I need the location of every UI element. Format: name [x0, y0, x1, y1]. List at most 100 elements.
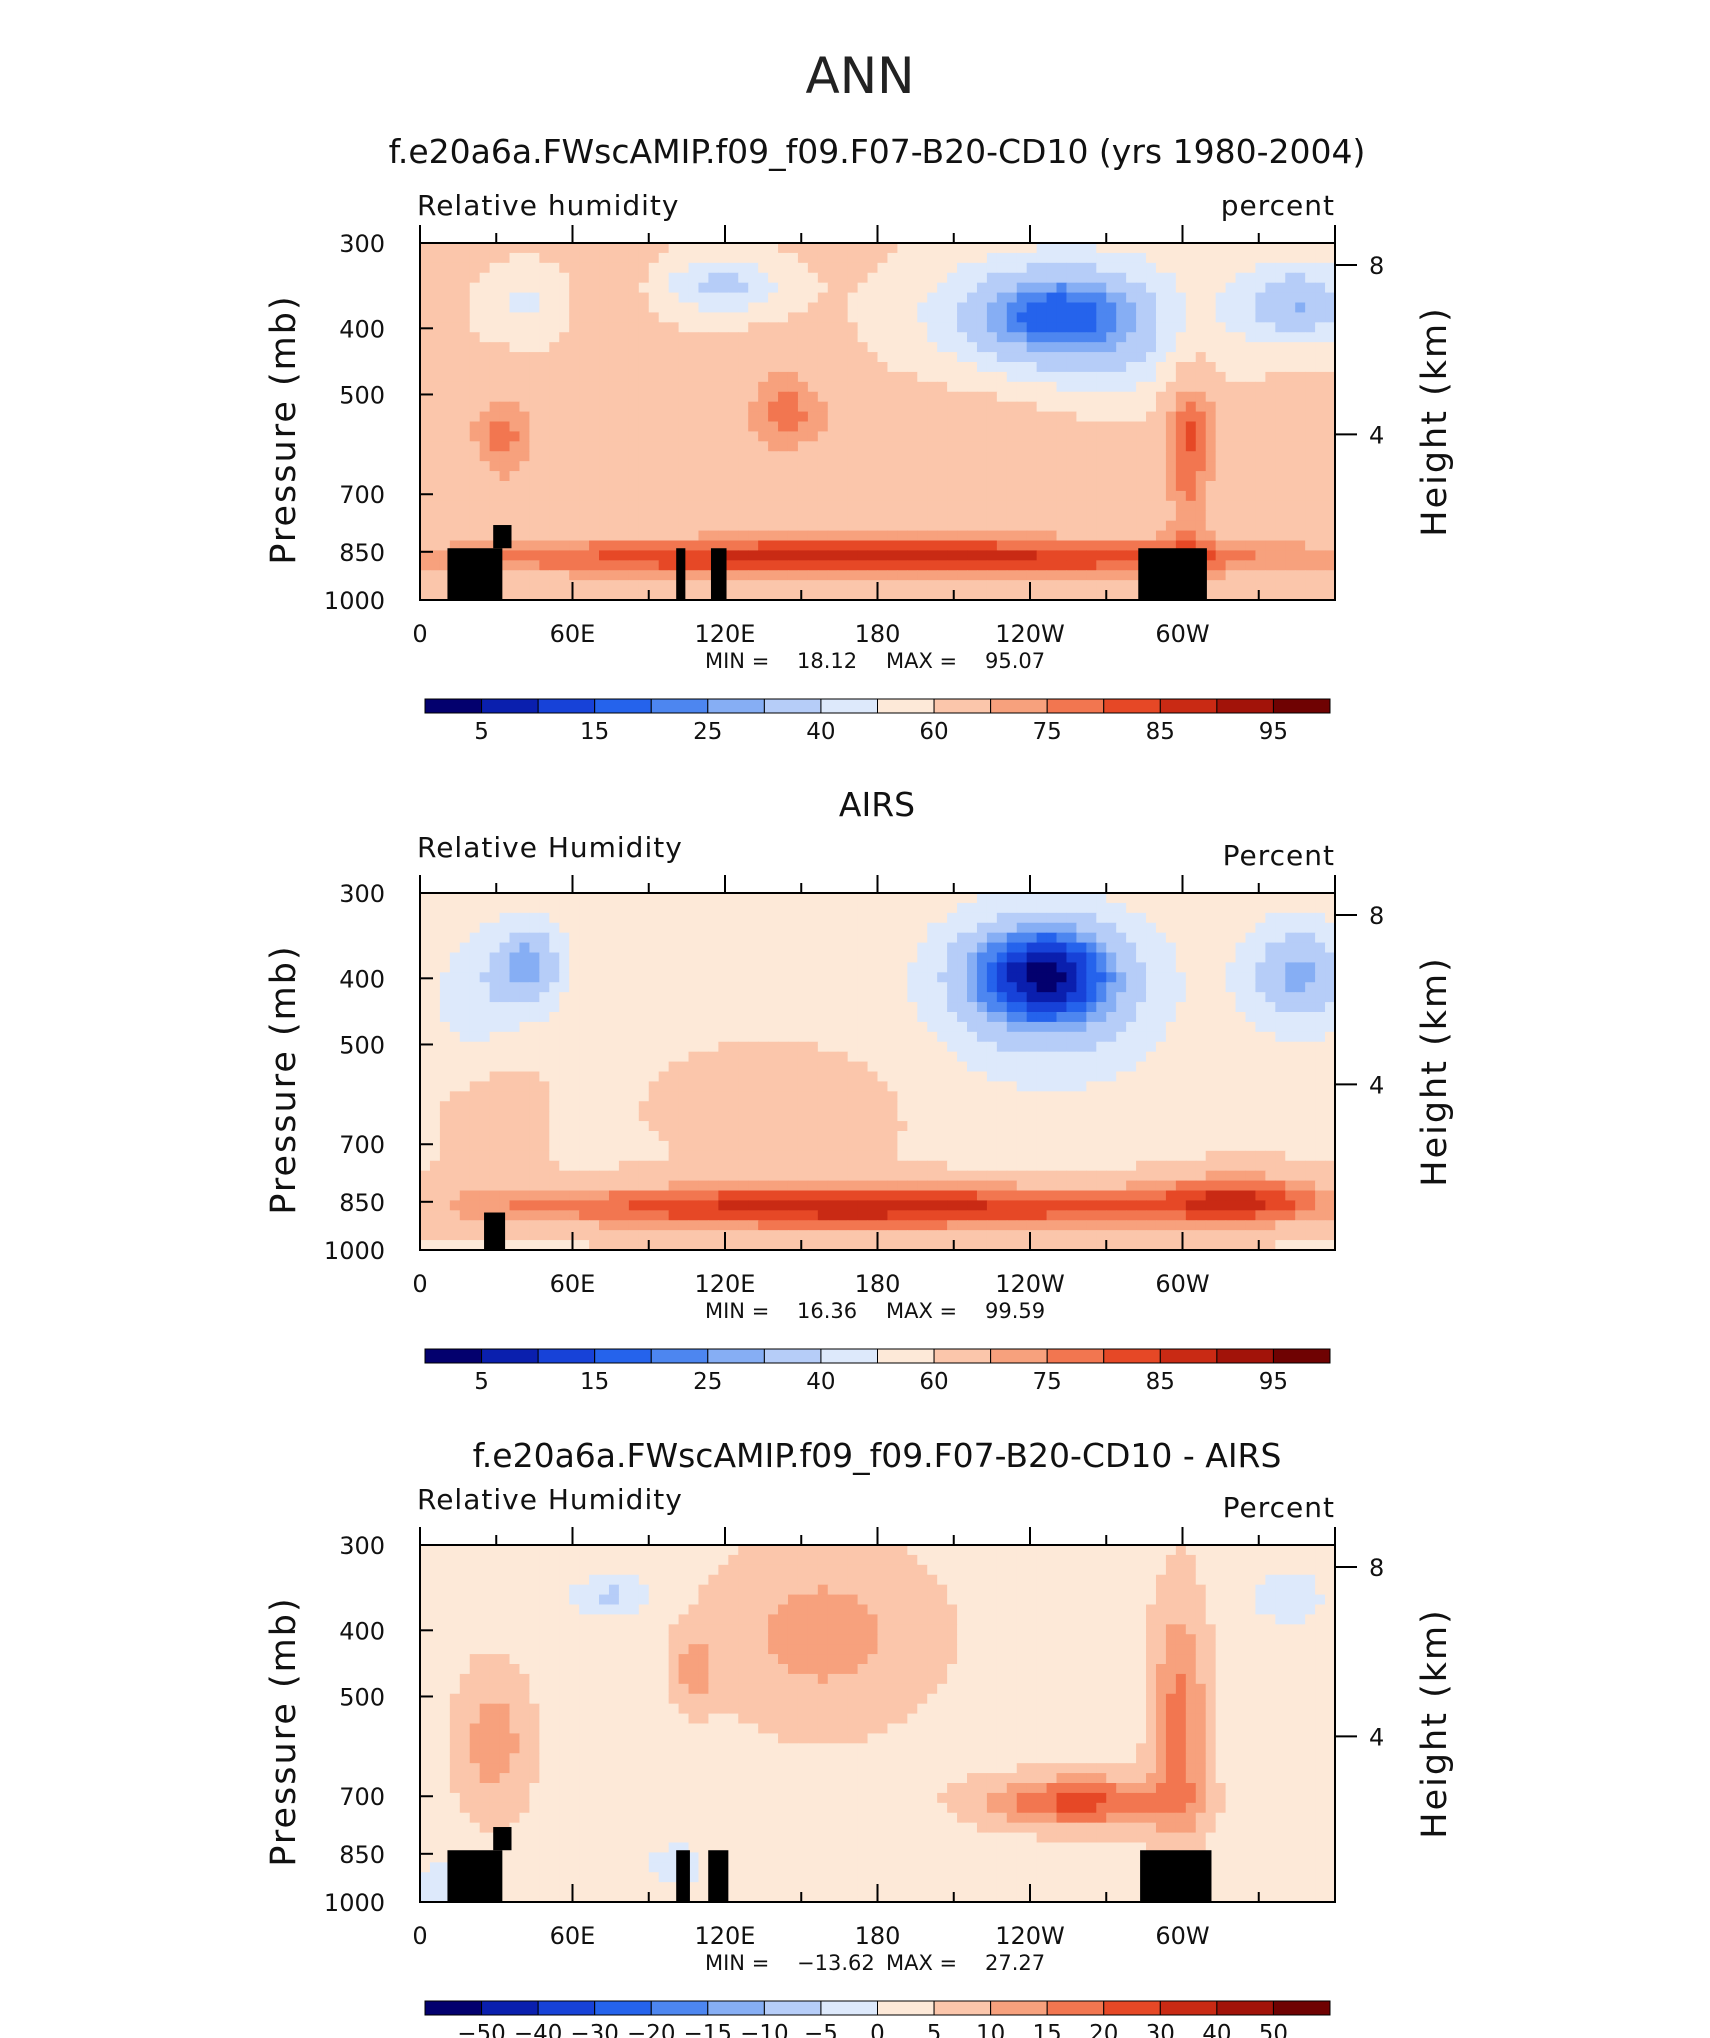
heatmap-cell: [837, 322, 849, 333]
heatmap-cell: [1046, 1021, 1058, 1033]
heatmap-cell: [599, 1061, 610, 1073]
heatmap-cell: [758, 322, 769, 333]
heatmap-cell: [599, 590, 610, 601]
heatmap-cell: [1056, 893, 1068, 904]
heatmap-cell: [1036, 932, 1048, 944]
heatmap-cell: [608, 431, 620, 442]
heatmap-cell: [1285, 1051, 1296, 1063]
heatmap-cell: [1205, 932, 1217, 944]
heatmap-cell: [1106, 570, 1117, 581]
heatmap-cell: [1195, 490, 1207, 502]
heatmap-cell: [797, 401, 809, 413]
heatmap-cell: [1315, 322, 1326, 333]
heatmap-cell: [947, 922, 958, 934]
heatmap-cell: [608, 302, 620, 314]
heatmap-cell: [758, 962, 769, 973]
heatmap-cell: [519, 362, 531, 373]
heatmap-cell: [658, 262, 670, 274]
heatmap-cell: [1285, 411, 1296, 423]
heatmap-cell: [509, 912, 521, 924]
heatmap-cell: [897, 312, 908, 323]
heatmap-cell: [996, 481, 1008, 492]
heatmap-cell: [957, 570, 968, 581]
heatmap-cell: [509, 952, 521, 964]
heatmap-cell: [1026, 471, 1038, 482]
heatmap-cell: [420, 342, 431, 353]
heatmap-cell: [927, 893, 938, 904]
heatmap-cell: [728, 421, 739, 433]
heatmap-cell: [1205, 942, 1217, 954]
heatmap-cell: [1056, 570, 1068, 581]
heatmap-cell: [1295, 1041, 1306, 1053]
heatmap-cell: [867, 590, 879, 601]
heatmap-cell: [1215, 1002, 1227, 1013]
heatmap-cell: [1016, 490, 1028, 502]
heatmap-cell: [658, 302, 670, 314]
heatmap-cell: [708, 1002, 719, 1013]
heatmap-cell: [986, 500, 998, 512]
heatmap-cell: [957, 471, 968, 482]
heatmap-cell: [628, 1051, 640, 1063]
heatmap-cell: [1116, 952, 1127, 964]
heatmap-cell: [1006, 411, 1018, 423]
heatmap-cell: [907, 302, 918, 314]
heatmap-cell: [678, 471, 690, 482]
heatmap-cell: [1016, 952, 1028, 964]
heatmap-cell: [937, 490, 948, 502]
heatmap-cell: [618, 451, 630, 462]
heatmap-cell: [728, 332, 739, 343]
heatmap-cell: [698, 952, 710, 964]
heatmap-cell: [837, 1002, 849, 1013]
heatmap-cell: [1016, 570, 1028, 581]
stats-min-label: MIN =: [705, 649, 769, 673]
heatmap-cell: [579, 451, 590, 462]
heatmap-cell: [897, 381, 908, 393]
heatmap-cell: [469, 243, 481, 254]
heatmap-cell: [897, 982, 908, 993]
heatmap-cell: [668, 902, 680, 914]
heatmap-cell: [479, 371, 491, 383]
heatmap-cell: [996, 520, 1008, 532]
heatmap-cell: [887, 451, 898, 462]
heatmap-cell: [608, 580, 620, 591]
heatmap-cell: [1195, 500, 1207, 512]
heatmap-cell: [1185, 312, 1197, 323]
heatmap-cell: [937, 560, 948, 571]
heatmap-cell: [1056, 431, 1068, 442]
heatmap-cell: [1185, 471, 1197, 482]
heatmap-cell: [748, 421, 759, 433]
heatmap-cell: [817, 481, 829, 492]
heatmap-cell: [778, 411, 789, 423]
heatmap-cell: [1046, 292, 1058, 304]
heatmap-cell: [976, 272, 988, 284]
heatmap-cell: [787, 992, 799, 1003]
heatmap-cell: [489, 381, 501, 393]
heatmap-cell: [1016, 282, 1028, 294]
heatmap-cell: [459, 362, 471, 373]
heatmap-cell: [837, 520, 849, 532]
heatmap-cell: [529, 461, 540, 472]
heatmap-cell: [499, 312, 511, 323]
heatmap-cell: [887, 1012, 898, 1023]
heatmap-cell: [1215, 292, 1227, 304]
heatmap-cell: [579, 421, 590, 433]
heatmap-cell: [807, 1002, 819, 1013]
heatmap-cell: [1096, 902, 1107, 914]
heatmap-cell: [1006, 1021, 1018, 1033]
heatmap-cell: [907, 1031, 918, 1043]
heatmap-cell: [579, 471, 590, 482]
heatmap-cell: [937, 302, 948, 314]
heatmap-cell: [797, 893, 809, 904]
heatmap-cell: [1116, 982, 1127, 993]
heatmap-cell: [1136, 490, 1147, 502]
heatmap-cell: [529, 550, 540, 561]
heatmap-cell: [1086, 570, 1097, 581]
heatmap-cell: [1285, 560, 1296, 571]
heatmap-cell: [589, 391, 600, 403]
heatmap-cell: [608, 530, 620, 542]
heatmap-cell: [429, 411, 441, 423]
heatmap-cell: [1185, 982, 1197, 993]
heatmap-cell: [778, 560, 789, 571]
heatmap-cell: [678, 431, 690, 442]
heatmap-cell: [638, 471, 650, 482]
